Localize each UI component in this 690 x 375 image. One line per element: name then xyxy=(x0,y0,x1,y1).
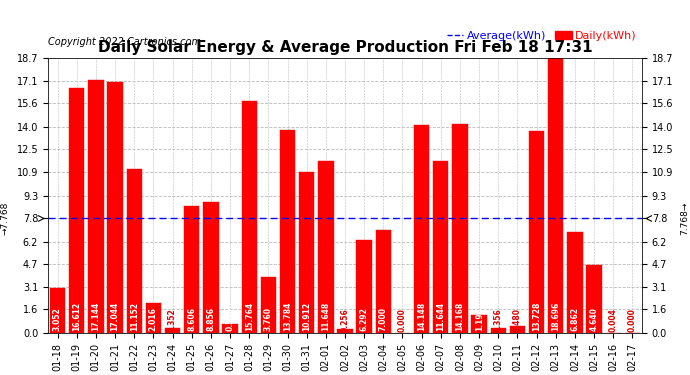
Bar xyxy=(471,315,487,333)
Text: 8.606: 8.606 xyxy=(187,307,196,331)
Text: 10.912: 10.912 xyxy=(302,302,311,331)
Text: 17.144: 17.144 xyxy=(91,302,100,331)
Text: 0.356: 0.356 xyxy=(494,308,503,332)
Text: 7.768→: 7.768→ xyxy=(681,202,690,235)
Bar xyxy=(337,329,353,333)
Text: 14.148: 14.148 xyxy=(417,302,426,331)
Bar xyxy=(50,288,65,333)
Bar xyxy=(414,124,429,333)
Bar xyxy=(375,230,391,333)
Bar xyxy=(108,82,123,333)
Text: 6.862: 6.862 xyxy=(571,307,580,331)
Text: 14.168: 14.168 xyxy=(455,302,464,331)
Text: 7.000: 7.000 xyxy=(379,307,388,331)
Bar xyxy=(203,202,219,333)
Text: 0.004: 0.004 xyxy=(609,308,618,332)
Text: 3.760: 3.760 xyxy=(264,307,273,331)
Text: 0.352: 0.352 xyxy=(168,308,177,332)
Text: 6.292: 6.292 xyxy=(359,307,368,331)
Text: 18.696: 18.696 xyxy=(551,302,560,331)
Bar xyxy=(357,240,372,333)
Text: 4.640: 4.640 xyxy=(590,307,599,331)
Bar xyxy=(299,172,315,333)
Bar xyxy=(318,161,333,333)
Bar xyxy=(453,124,468,333)
Text: 8.856: 8.856 xyxy=(206,307,215,331)
Title: Daily Solar Energy & Average Production Fri Feb 18 17:31: Daily Solar Energy & Average Production … xyxy=(98,40,592,55)
Text: 13.728: 13.728 xyxy=(532,301,541,331)
Text: 17.044: 17.044 xyxy=(110,302,119,331)
Bar xyxy=(280,130,295,333)
Text: 2.016: 2.016 xyxy=(149,307,158,331)
Text: 11.648: 11.648 xyxy=(322,302,331,331)
Bar xyxy=(491,328,506,333)
Text: 11.152: 11.152 xyxy=(130,302,139,331)
Text: Copyright 2022 Cartronics.com: Copyright 2022 Cartronics.com xyxy=(48,36,201,46)
Bar xyxy=(261,278,276,333)
Legend: Average(kWh), Daily(kWh): Average(kWh), Daily(kWh) xyxy=(446,31,636,41)
Bar xyxy=(586,264,602,333)
Bar xyxy=(165,328,180,333)
Text: 3.052: 3.052 xyxy=(53,307,62,331)
Text: →7.768: →7.768 xyxy=(0,202,9,235)
Bar xyxy=(510,326,525,333)
Text: 1.196: 1.196 xyxy=(475,307,484,331)
Bar xyxy=(222,324,237,333)
Text: 11.644: 11.644 xyxy=(436,302,445,331)
Bar xyxy=(241,101,257,333)
Text: 13.784: 13.784 xyxy=(283,301,292,331)
Bar xyxy=(69,88,84,333)
Bar xyxy=(567,232,582,333)
Bar xyxy=(529,131,544,333)
Text: 0.000: 0.000 xyxy=(628,308,637,332)
Text: 16.612: 16.612 xyxy=(72,302,81,331)
Bar xyxy=(88,80,104,333)
Text: 0.256: 0.256 xyxy=(340,308,350,332)
Bar xyxy=(548,58,564,333)
Text: 15.764: 15.764 xyxy=(245,302,254,331)
Bar xyxy=(126,169,142,333)
Bar xyxy=(433,161,448,333)
Bar xyxy=(146,303,161,333)
Text: 0.588: 0.588 xyxy=(226,307,235,331)
Text: 0.480: 0.480 xyxy=(513,308,522,332)
Text: 0.000: 0.000 xyxy=(398,308,407,332)
Bar xyxy=(184,206,199,333)
